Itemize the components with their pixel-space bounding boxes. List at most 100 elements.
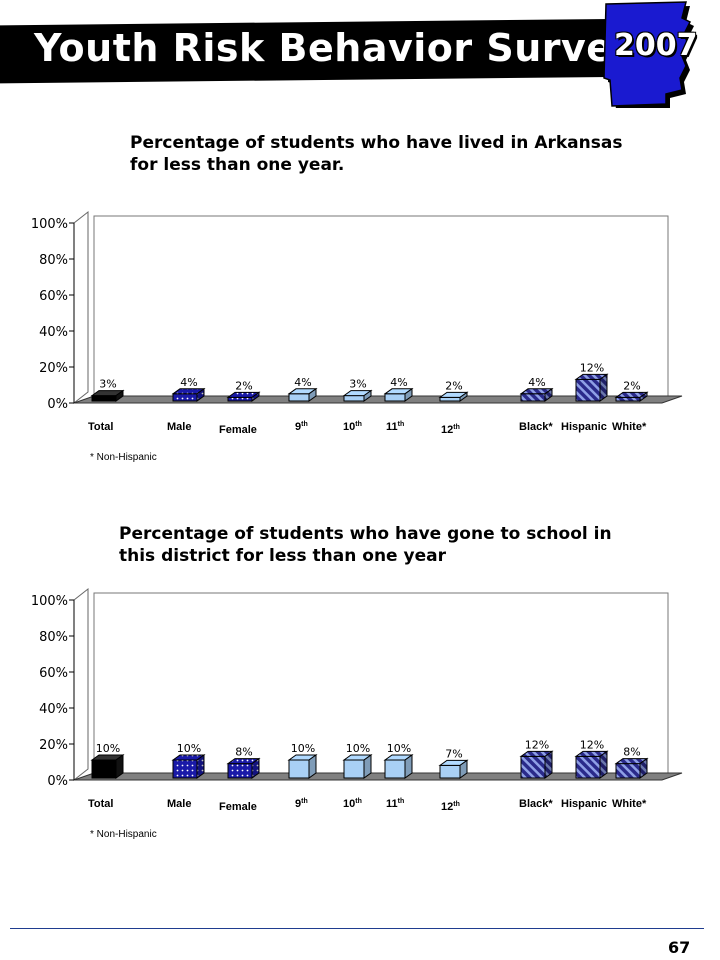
bar-side: [639, 757, 648, 779]
category-label: Hispanic: [561, 421, 607, 433]
y-tick-label: 20%: [39, 738, 68, 753]
bar-side-shade: [600, 374, 607, 401]
bar-front: [575, 378, 601, 402]
bar: [342, 754, 373, 779]
bar-side-shade: [252, 758, 259, 778]
bar-side: [404, 754, 413, 779]
bar: [383, 387, 414, 402]
category-label: Female: [219, 801, 257, 813]
bar: [226, 757, 261, 779]
bar-side-shade: [252, 392, 259, 401]
category-label: Total: [88, 798, 113, 810]
data-label: 2%: [235, 379, 252, 392]
back-wall: [93, 592, 669, 774]
bar-side: [404, 387, 413, 402]
bar-side: [115, 389, 124, 402]
bar: [226, 391, 261, 402]
data-label: 3%: [99, 378, 116, 391]
plot-area: [73, 210, 683, 405]
bar: [438, 759, 469, 779]
bar-side: [308, 754, 317, 779]
data-label: 7%: [445, 747, 462, 760]
bar-front: [520, 393, 546, 402]
data-label: 10%: [346, 742, 370, 755]
data-label: 4%: [180, 376, 197, 389]
chart-1-title: Percentage of students who have lived in…: [130, 133, 623, 175]
category-label: 11th: [386, 798, 404, 810]
category-label: 12th: [441, 801, 460, 813]
data-label: 2%: [445, 379, 462, 392]
y-tick-label: 0%: [47, 774, 68, 789]
bar-side: [196, 387, 205, 402]
bar-side-shade: [545, 388, 552, 401]
category-label: Black*: [519, 421, 553, 433]
category-label-superscript: th: [453, 424, 460, 431]
chart-1-footnote: * Non-Hispanic: [90, 452, 157, 463]
bar-front: [439, 764, 461, 779]
y-tick-label: 40%: [39, 702, 68, 717]
bar-front: [227, 396, 253, 402]
bar-front: [343, 395, 365, 402]
bar-front: [91, 759, 117, 779]
bar: [342, 389, 373, 402]
y-tick-label: 100%: [31, 217, 68, 232]
category-label: 11th: [386, 421, 404, 433]
bar: [614, 391, 649, 402]
survey-year: 2007: [614, 28, 698, 63]
bar-front: [615, 763, 641, 779]
bar-front: [384, 393, 406, 402]
category-label: 9th: [295, 798, 308, 810]
bar: [519, 750, 554, 779]
bar: [519, 387, 554, 402]
data-label: 4%: [294, 376, 311, 389]
bar-side: [308, 387, 317, 402]
chart-1: 0% 20% 40% 60% 80% 100% 3% 4% 2% 4% 3% 4% 2% 4% 12% 2% T…: [31, 210, 683, 436]
y-tick-label: 80%: [39, 253, 68, 268]
bar-front: [343, 759, 365, 779]
bar: [383, 754, 414, 779]
bar: [574, 750, 609, 779]
bar-side-shade: [640, 758, 647, 778]
data-label: 10%: [177, 742, 201, 755]
category-label: White*: [612, 421, 647, 433]
category-label-superscript: th: [398, 421, 405, 428]
category-label-superscript: th: [355, 421, 362, 428]
y-tick-label: 0%: [47, 397, 68, 412]
category-label-superscript: th: [398, 798, 405, 805]
y-tick-label: 80%: [39, 630, 68, 645]
y-tick-label: 60%: [39, 289, 68, 304]
category-label-superscript: th: [453, 801, 460, 808]
chart-2-title: Percentage of students who have gone to …: [119, 524, 612, 566]
bar-side: [251, 391, 260, 402]
bar: [90, 754, 125, 779]
bar: [438, 391, 469, 402]
bar-front: [384, 759, 406, 779]
category-label: 12th: [441, 424, 460, 436]
bar-front: [227, 763, 253, 779]
category-label: 10th: [343, 421, 362, 433]
bar-side: [599, 373, 608, 402]
footer-divider: [10, 928, 704, 929]
data-label: 12%: [580, 738, 604, 751]
bar: [614, 757, 649, 779]
bar-side: [459, 759, 468, 779]
data-label: 3%: [349, 378, 366, 391]
bar-side: [544, 387, 553, 402]
bar-side: [599, 750, 608, 779]
category-label: Black*: [519, 798, 553, 810]
y-tick-label: 60%: [39, 666, 68, 681]
bar-side-shade: [600, 751, 607, 778]
bar-side-shade: [197, 388, 204, 401]
bar-side: [459, 391, 468, 402]
bar: [287, 387, 318, 402]
bar-side: [196, 754, 205, 779]
bar-side: [115, 754, 124, 779]
chart-2: 0% 20% 40% 60% 80% 100% 10% 10% 8% 10% 10% 10% 7% 12%…: [31, 587, 683, 813]
bar-side-shade: [197, 755, 204, 778]
bar: [574, 373, 609, 402]
bar-front: [172, 759, 198, 779]
bar-front: [288, 393, 310, 402]
bar-side: [363, 389, 372, 402]
bar-front: [575, 755, 601, 779]
bar-side-shade: [545, 751, 552, 778]
